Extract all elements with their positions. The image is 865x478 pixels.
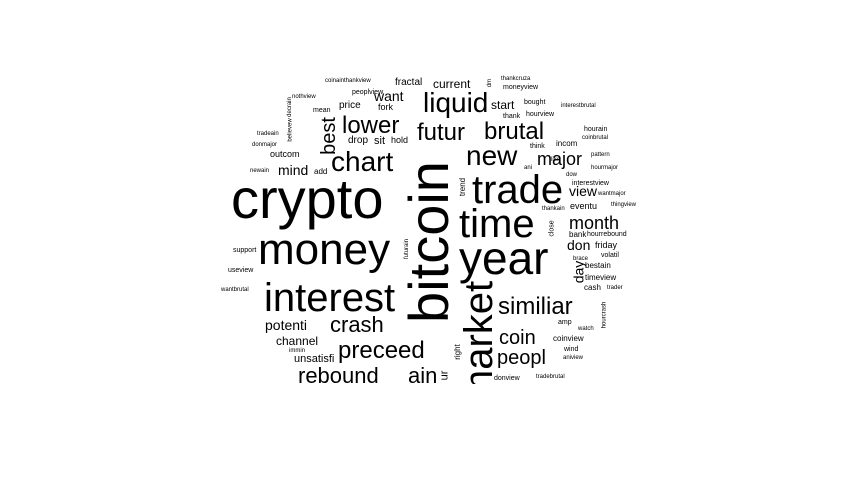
- word-mind: mind: [278, 162, 309, 178]
- word-brace: brace: [573, 256, 589, 262]
- word-peoplview: peoplview: [352, 89, 384, 96]
- word-drop: drop: [348, 135, 369, 146]
- word-fork: fork: [378, 102, 394, 112]
- word-ain: ain: [408, 363, 438, 385]
- word-ur: ur: [438, 370, 451, 381]
- word-donview: donview: [494, 375, 520, 382]
- word-newain: newain: [250, 168, 270, 174]
- word-sit: sit: [374, 135, 385, 147]
- word-aniview: aniview: [563, 355, 584, 361]
- word-like: like: [551, 157, 561, 163]
- word-trader: trader: [607, 285, 623, 291]
- word-incom: incom: [556, 139, 578, 148]
- word-peopl: peopl: [497, 347, 546, 369]
- word-hourain: hourain: [584, 126, 608, 133]
- word-crypto: crypto: [231, 167, 384, 230]
- word-think: think: [530, 143, 545, 150]
- word-decrain: decrain: [286, 97, 293, 117]
- word-thingview: thingview: [611, 202, 637, 208]
- word-useview: useview: [228, 267, 254, 274]
- word-cash: cash: [584, 283, 601, 292]
- word-market: market: [457, 280, 502, 384]
- word-month: month: [569, 213, 620, 233]
- word-start: start: [491, 98, 515, 112]
- word-volatil: volatil: [601, 252, 619, 259]
- word-bank: bank: [569, 230, 587, 239]
- word-thank: thank: [503, 113, 521, 120]
- word-donmajor: donmajor: [252, 142, 278, 148]
- word-dow: dow: [566, 172, 578, 178]
- word-dm: dm: [487, 78, 494, 88]
- word-friday: friday: [595, 240, 618, 250]
- word-tradeain: tradeain: [257, 131, 279, 137]
- word-channel: channel: [276, 334, 319, 348]
- word-nothview: nothview: [292, 94, 316, 100]
- word-current: current: [433, 77, 471, 91]
- word-moneyview: moneyview: [503, 84, 539, 91]
- word-want: want: [374, 88, 404, 104]
- word-coinview: coinview: [553, 334, 584, 343]
- word-wind: wind: [564, 346, 579, 353]
- word-liquid: liquid: [423, 87, 489, 118]
- word-thankain: thankain: [542, 206, 565, 212]
- word-best: best: [317, 117, 340, 155]
- word-mean: mean: [313, 107, 331, 114]
- word-pattern: pattern: [591, 152, 610, 158]
- word-rebound: rebound: [298, 363, 379, 385]
- word-hourmajor: hourmajor: [591, 165, 619, 171]
- word-trend: trend: [458, 177, 468, 197]
- word-don: don: [567, 237, 591, 253]
- word-watch: watch: [578, 326, 594, 332]
- word-coinainthankview: coinainthankview: [325, 78, 371, 84]
- word-right: right: [452, 344, 462, 360]
- word-believew: believew: [287, 118, 294, 142]
- word-cloud-clip: crypto bitcoin year money interest trade…: [221, 76, 637, 385]
- word-coinbrutal: coinbrutal: [582, 135, 609, 141]
- word-brutal: brutal: [484, 118, 545, 145]
- word-hourcrash: hourcrash: [601, 301, 608, 329]
- word-trade: trade: [472, 168, 564, 212]
- word-new: new: [466, 140, 518, 171]
- word-lower: lower: [342, 112, 400, 139]
- word-ani: ani: [524, 165, 533, 171]
- word-crash: crash: [330, 312, 384, 337]
- word-outcom: outcom: [270, 149, 300, 159]
- word-amp: amp: [558, 319, 572, 326]
- word-bought: bought: [524, 99, 546, 106]
- word-interestbrutal: interestbrutal: [561, 103, 596, 109]
- word-wantbrutal: wantbrutal: [221, 287, 249, 293]
- word-tradebrutal: tradebrutal: [536, 374, 565, 380]
- word-time: time: [459, 202, 535, 246]
- word-immin: immin: [289, 348, 305, 354]
- word-major: major: [537, 149, 583, 169]
- word-close: close: [548, 220, 556, 237]
- word-futurain: futurain: [404, 238, 411, 260]
- word-money: money: [258, 225, 391, 274]
- word-bestain: bestain: [585, 261, 611, 270]
- word-thankcruza: thankcruza: [501, 76, 531, 82]
- word-year: year: [459, 232, 549, 284]
- word-wantmajor: wantmajor: [598, 191, 626, 197]
- word-view: view: [569, 183, 598, 199]
- word-support: support: [233, 247, 257, 254]
- word-potenti: potenti: [265, 317, 308, 333]
- word-interestview: interestview: [572, 180, 609, 187]
- word-fractal: fractal: [395, 77, 423, 88]
- word-preceed: preceed: [338, 337, 425, 364]
- word-price: price: [339, 100, 361, 111]
- word-hourview: hourview: [526, 111, 555, 118]
- word-eventu: eventu: [570, 201, 598, 211]
- word-coin: coin: [499, 327, 536, 349]
- word-hold: hold: [391, 135, 409, 145]
- word-chart: chart: [331, 146, 394, 177]
- word-futur: futur: [417, 119, 466, 146]
- word-interest: interest: [264, 276, 396, 320]
- word-add: add: [314, 167, 328, 176]
- word-hourrebound: hourrebound: [587, 231, 627, 238]
- word-unsatisfi: unsatisfi: [294, 353, 335, 365]
- word-day: day: [570, 260, 587, 284]
- word-timeview: timeview: [585, 273, 617, 282]
- word-similiar: similiar: [498, 293, 573, 320]
